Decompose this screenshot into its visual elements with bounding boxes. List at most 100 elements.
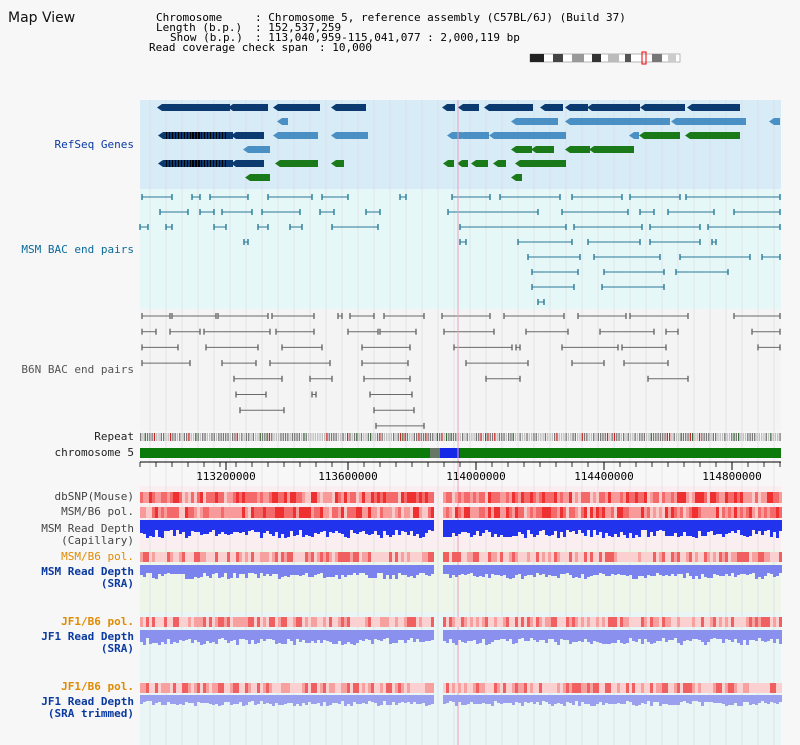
- label-b6n-bac-end-pairs[interactable]: B6N BAC end pairs: [21, 363, 134, 376]
- repeat-element: [248, 433, 250, 441]
- jf1-sra-depth-bin: [227, 630, 230, 643]
- jf1-sra-depth-bin: [530, 630, 533, 638]
- dbsnp-bin: [515, 492, 518, 503]
- dbsnp-bin: [335, 492, 338, 503]
- jf1-sra-depth-bin: [740, 630, 743, 645]
- jf1-trimmed-depth-bin: [152, 695, 155, 705]
- jf1-trimmed-depth-bin: [383, 695, 386, 701]
- dbsnp-bin: [341, 492, 344, 503]
- msm-pol2-bin: [581, 552, 584, 562]
- dbsnp-bin: [158, 492, 161, 503]
- jf1-sra-depth-bin: [620, 630, 623, 643]
- msm-pol2-bin: [191, 552, 194, 562]
- refseq-gene-features[interactable]: [157, 104, 780, 181]
- label-msm-bac-end-pairs[interactable]: MSM BAC end pairs: [21, 243, 134, 256]
- label-msm-depth-sra-1[interactable]: MSM Read Depth: [41, 565, 134, 578]
- msm-pol2-bin: [410, 552, 413, 562]
- msm-sra-depth-bin: [587, 565, 590, 577]
- msm-pol-bin: [230, 507, 233, 518]
- chromosome-ideogram[interactable]: [529, 51, 681, 65]
- jf1-sra-depth-bin: [332, 630, 335, 644]
- msm-capillary-depth-bin: [641, 520, 644, 530]
- msm-pol-bin: [188, 507, 191, 518]
- msm-pol2-bin: [338, 552, 341, 562]
- msm-sra-depth-bin: [182, 565, 185, 574]
- jf1-pol-bin: [632, 617, 635, 627]
- msm-pol-bin: [686, 507, 689, 518]
- msm-sra-depth-bin: [701, 565, 704, 574]
- jf1-pol-bin: [647, 617, 650, 627]
- exon-tick: [166, 132, 167, 139]
- jf1-pol2-bin: [482, 683, 485, 693]
- repeat-element: [397, 433, 399, 441]
- quantitative-tracks[interactable]: [140, 492, 782, 706]
- label-repeat[interactable]: Repeat: [94, 430, 134, 443]
- chromosome-bar[interactable]: [140, 448, 781, 458]
- exon-tick: [181, 132, 182, 139]
- label-dbsnp[interactable]: dbSNP(Mouse): [54, 490, 134, 503]
- repeat-element: [252, 433, 254, 441]
- jf1-pol2-bin: [728, 683, 731, 693]
- dbsnp-bin: [227, 492, 230, 503]
- dbsnp-bin: [314, 492, 317, 503]
- msm-capillary-depth-bin: [722, 520, 725, 537]
- msm-sra-depth-bin: [413, 565, 416, 578]
- jf1-pol2-bin: [392, 683, 395, 693]
- msm-capillary-depth-bin: [218, 520, 221, 534]
- msm-pol-bin: [683, 507, 686, 518]
- jf1-sra-depth-bin: [419, 630, 422, 642]
- msm-pol2-bin: [341, 552, 344, 562]
- msm-pol-bin: [698, 507, 701, 518]
- jf1-sra-depth-bin: [542, 630, 545, 640]
- repeat-element: [452, 433, 455, 441]
- label-msm-b6-pol-2[interactable]: MSM/B6 pol.: [61, 550, 134, 563]
- msm-pol-bin: [620, 507, 623, 518]
- label-chromosome[interactable]: chromosome 5: [54, 446, 134, 459]
- msm-bac-end-pair-features[interactable]: [139, 194, 781, 305]
- jf1-pol-bin: [311, 617, 314, 627]
- jf1-pol-bin: [629, 617, 632, 627]
- repeat-element: [439, 433, 441, 441]
- jf1-pol2-bin: [506, 683, 509, 693]
- jf1-sra-depth-bin: [458, 630, 461, 640]
- jf1-pol-bin: [683, 617, 686, 627]
- msm-sra-depth-bin: [545, 565, 548, 577]
- msm-pol-bin: [218, 507, 221, 518]
- msm-pol2-bin: [602, 552, 605, 562]
- msm-pol2-bin: [311, 552, 314, 562]
- label-jf1-depth-sra-1[interactable]: JF1 Read Depth: [41, 630, 134, 643]
- msm-capillary-depth-bin: [680, 520, 683, 536]
- label-msm-depth-capillary-1[interactable]: MSM Read Depth: [41, 522, 134, 535]
- jf1-pol-bin: [245, 617, 248, 627]
- msm-pol-bin: [539, 507, 542, 518]
- jf1-pol-bin: [359, 617, 362, 627]
- dbsnp-bin: [278, 492, 281, 503]
- b6n-bac-end-pair-features[interactable]: [141, 313, 781, 429]
- label-jf1-depth-trimmed-1[interactable]: JF1 Read Depth: [41, 695, 134, 708]
- exon-tick: [184, 132, 185, 139]
- label-msm-b6-pol-1[interactable]: MSM/B6 pol.: [61, 505, 134, 518]
- msm-pol-bin: [536, 507, 539, 518]
- label-jf1-b6-pol-1[interactable]: JF1/B6 pol.: [61, 615, 134, 628]
- jf1-pol-bin: [446, 617, 449, 627]
- jf1-pol2-bin: [164, 683, 167, 693]
- repeat-element: [496, 433, 498, 441]
- repeat-track[interactable]: [140, 433, 781, 441]
- msm-sra-depth-bin: [554, 565, 557, 576]
- msm-pol2-bin: [413, 552, 416, 562]
- msm-pol-bin: [416, 507, 419, 518]
- jf1-trimmed-depth-bin: [380, 695, 383, 705]
- repeat-element: [349, 433, 351, 441]
- msm-pol2-bin: [587, 552, 590, 562]
- msm-sra-depth-bin: [401, 565, 404, 575]
- label-jf1-b6-pol-2[interactable]: JF1/B6 pol.: [61, 680, 134, 693]
- msm-pol-bin: [452, 507, 455, 518]
- repeat-element: [758, 433, 760, 441]
- dbsnp-bin: [308, 492, 311, 503]
- msm-sra-depth-bin: [530, 565, 533, 575]
- label-refseq-genes[interactable]: RefSeq Genes: [54, 138, 134, 151]
- jf1-pol2-bin: [551, 683, 554, 693]
- msm-capillary-depth-bin: [686, 520, 689, 536]
- msm-pol-bin: [275, 507, 278, 518]
